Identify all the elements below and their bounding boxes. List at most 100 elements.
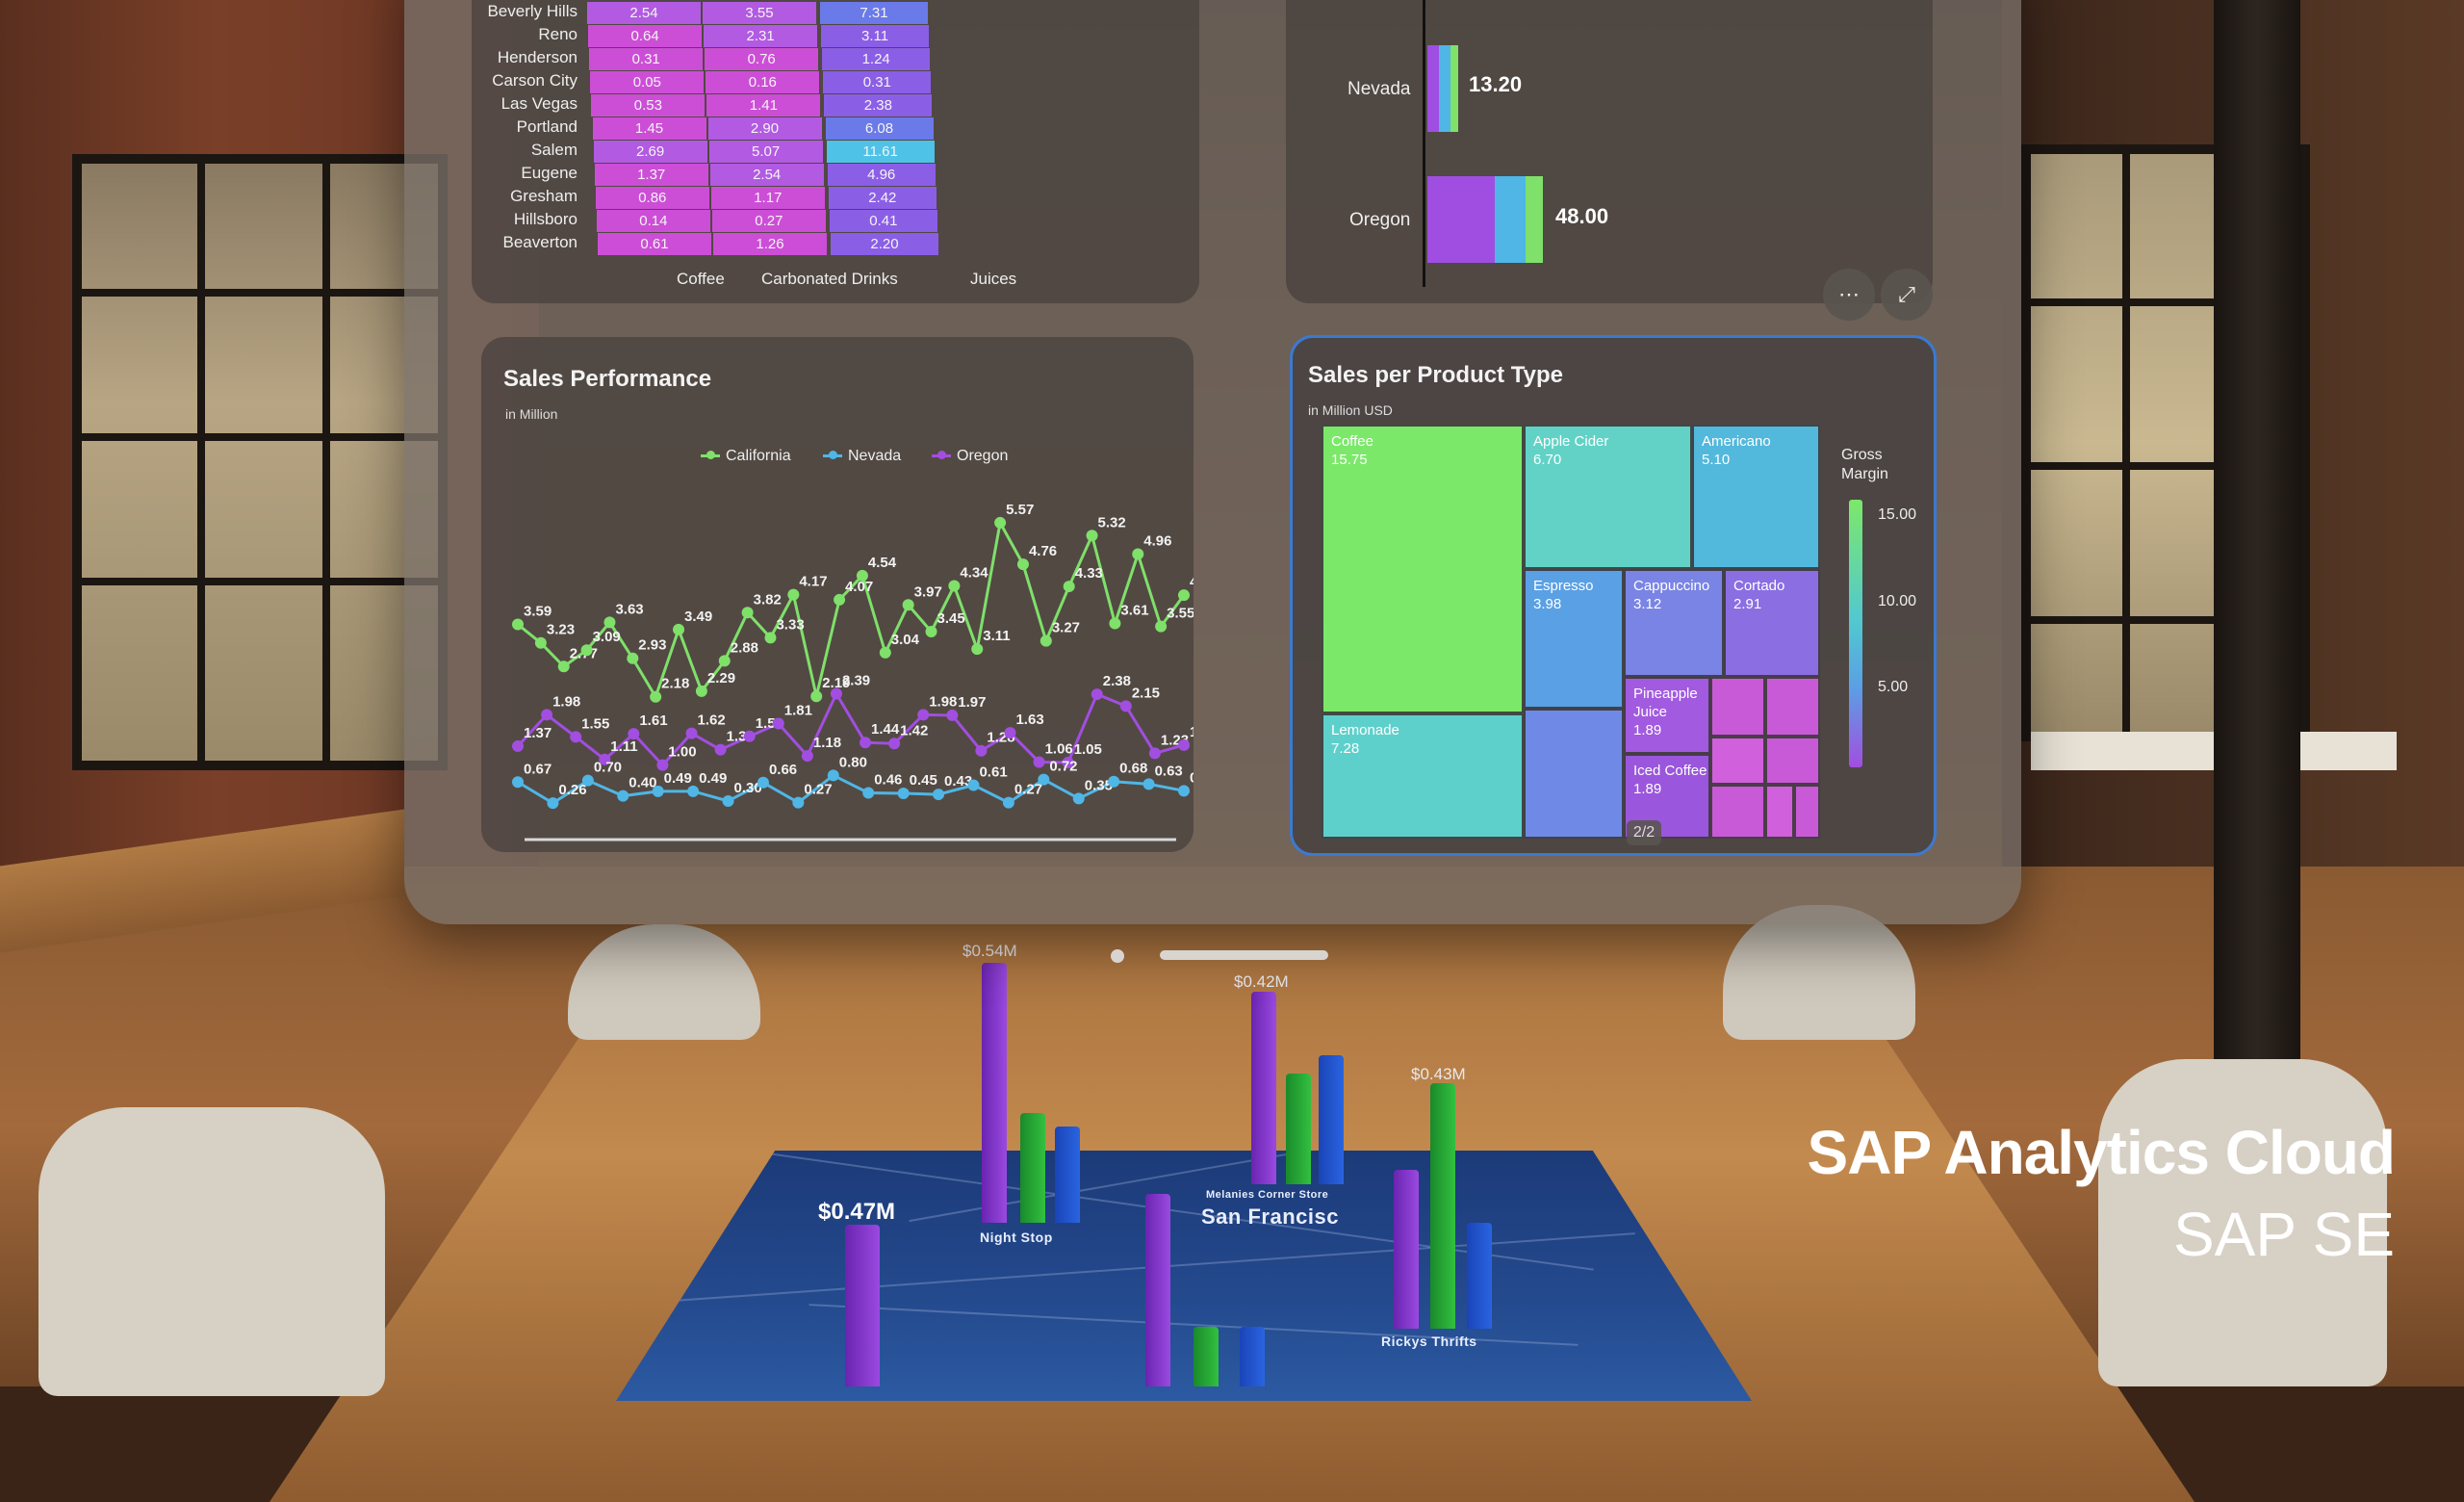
data-point-california[interactable]	[810, 690, 823, 703]
data-point-nevada[interactable]	[687, 785, 700, 797]
data-point-oregon[interactable]	[656, 759, 669, 771]
heatmap-row[interactable]: Gresham 0.86 1.17 2.42	[472, 187, 1199, 210]
heatmap-cell[interactable]: 0.16	[706, 71, 820, 93]
heatmap-row[interactable]: Las Vegas 0.53 1.41 2.38	[472, 94, 1199, 117]
data-point-oregon[interactable]	[1033, 756, 1045, 768]
heatmap-cell[interactable]: 3.11	[821, 25, 930, 47]
data-point-california[interactable]	[627, 652, 639, 664]
data-point-oregon[interactable]	[541, 709, 553, 721]
heatmap-cell[interactable]: 1.37	[594, 164, 708, 186]
data-point-california[interactable]	[879, 646, 891, 659]
data-point-oregon[interactable]	[917, 709, 930, 721]
series-line-oregon[interactable]	[516, 690, 1185, 767]
heatmap-cell[interactable]: 0.64	[588, 25, 703, 47]
data-point-california[interactable]	[971, 643, 984, 656]
treemap-cell[interactable]: Coffee 15.75	[1322, 425, 1524, 713]
treemap-cell-small[interactable]	[1710, 677, 1765, 737]
data-point-oregon[interactable]	[830, 687, 842, 700]
heatmap-cell[interactable]: 0.53	[591, 94, 706, 117]
heatmap-row[interactable]: Henderson 0.31 0.76 1.24	[472, 48, 1199, 71]
heatmap-cell[interactable]: 2.54	[587, 2, 701, 24]
data-point-nevada[interactable]	[722, 795, 734, 807]
heatmap-cell[interactable]: 0.31	[823, 71, 932, 93]
treemap-cell[interactable]: Iced Coffee 1.89	[1624, 754, 1710, 839]
data-point-nevada[interactable]	[581, 774, 594, 787]
treemap-cell-small[interactable]	[1710, 785, 1765, 839]
data-point-nevada[interactable]	[967, 779, 980, 791]
treemap-cell-small[interactable]	[1710, 737, 1765, 785]
treemap-cell[interactable]: Espresso 3.98	[1524, 569, 1624, 709]
data-point-nevada[interactable]	[547, 797, 559, 810]
heatmap-cell[interactable]: 6.08	[825, 117, 934, 140]
data-point-nevada[interactable]	[897, 788, 910, 799]
treemap-cell-small[interactable]	[1794, 785, 1820, 839]
data-point-oregon[interactable]	[685, 727, 698, 739]
heatmap-cell[interactable]: 0.61	[598, 233, 711, 255]
heatmap-cell[interactable]: 0.76	[705, 48, 819, 70]
data-point-california[interactable]	[695, 685, 707, 697]
map-bar-green-2[interactable]	[1286, 1074, 1311, 1184]
data-point-california[interactable]	[1086, 530, 1098, 542]
window-grabber-bar[interactable]	[1160, 950, 1328, 960]
heatmap-cell[interactable]: 2.31	[704, 25, 818, 47]
legend-california[interactable]: California	[701, 448, 791, 465]
heatmap-row[interactable]: Portland 1.45 2.90 6.08	[472, 117, 1199, 141]
treemap-cell-small[interactable]	[1765, 737, 1820, 785]
map-bar-purple-1[interactable]	[982, 963, 1007, 1223]
heatmap-cell[interactable]: 2.42	[828, 187, 937, 209]
map-bar-purple-3[interactable]	[1394, 1170, 1419, 1329]
data-point-california[interactable]	[650, 690, 662, 703]
data-point-nevada[interactable]	[512, 776, 524, 789]
data-point-oregon[interactable]	[628, 728, 640, 740]
data-point-oregon[interactable]	[888, 738, 901, 750]
heatmap-cell[interactable]: 7.31	[820, 2, 928, 24]
data-point-california[interactable]	[1016, 558, 1029, 571]
data-point-oregon[interactable]	[860, 737, 872, 749]
heatmap-cell[interactable]: 0.14	[596, 210, 710, 232]
expand-icon[interactable]: ⤢	[1881, 269, 1933, 321]
data-point-oregon[interactable]	[570, 731, 582, 743]
map-bar-green-4[interactable]	[1194, 1327, 1219, 1386]
data-point-california[interactable]	[718, 655, 731, 667]
data-point-oregon[interactable]	[946, 709, 959, 721]
map-bar-purple-4[interactable]	[845, 1225, 880, 1386]
data-point-oregon[interactable]	[714, 743, 727, 756]
map-bar-purple-2[interactable]	[1251, 992, 1276, 1184]
window-close-dot[interactable]	[1111, 949, 1124, 963]
more-icon[interactable]: ⋯	[1823, 269, 1875, 321]
bar-nevada[interactable]	[1427, 45, 1458, 132]
data-point-oregon[interactable]	[1178, 738, 1190, 751]
data-point-california[interactable]	[1132, 548, 1144, 560]
heatmap-cell[interactable]: 0.27	[711, 210, 826, 232]
data-point-california[interactable]	[1109, 617, 1121, 630]
data-point-california[interactable]	[902, 599, 914, 611]
data-point-oregon[interactable]	[743, 730, 756, 742]
treemap-cell[interactable]: Lemonade 7.28	[1322, 713, 1524, 839]
bar-oregon[interactable]	[1427, 176, 1543, 263]
data-point-nevada[interactable]	[1002, 796, 1014, 809]
data-point-california[interactable]	[603, 616, 616, 629]
state-bar-card[interactable]: Nevada 13.20 Oregon 48.00 ⋯ ⤢	[1286, 0, 1933, 321]
treemap[interactable]: Coffee 15.75 Apple Cider 6.70 Americano 5.10 E…	[1293, 338, 1934, 853]
data-point-california[interactable]	[673, 623, 685, 635]
data-point-california[interactable]	[580, 644, 593, 657]
heatmap-row[interactable]: Reno 0.64 2.31 3.11	[472, 25, 1199, 48]
heatmap-cell[interactable]: 11.61	[826, 141, 935, 163]
heatmap-cell[interactable]: 1.41	[706, 94, 821, 117]
data-point-california[interactable]	[856, 569, 868, 582]
map-bar-blue-1[interactable]	[1055, 1126, 1080, 1223]
data-point-california[interactable]	[534, 636, 547, 649]
heatmap-card[interactable]: Beverly Hills 2.54 3.55 7.31 Reno 0.64 2.31 3.1…	[472, 0, 1199, 303]
data-point-california[interactable]	[1040, 634, 1052, 647]
series-line-california[interactable]	[517, 518, 1186, 701]
heatmap-row[interactable]: Salem 2.69 5.07 11.61	[472, 141, 1199, 164]
data-point-oregon[interactable]	[512, 739, 524, 752]
sales-per-product-card[interactable]: Sales per Product Type in Million USD Co…	[1290, 335, 1937, 856]
map-bar-green-1[interactable]	[1020, 1113, 1045, 1223]
map-bar-blue-4[interactable]	[1240, 1327, 1265, 1386]
map-bar-blue-3[interactable]	[1467, 1223, 1492, 1329]
treemap-cell[interactable]: Pineapple Juice 1.89	[1624, 677, 1710, 754]
heatmap-cell[interactable]: 1.24	[822, 48, 931, 70]
heatmap-row[interactable]: Eugene 1.37 2.54 4.96	[472, 164, 1199, 187]
data-point-oregon[interactable]	[1004, 727, 1016, 739]
